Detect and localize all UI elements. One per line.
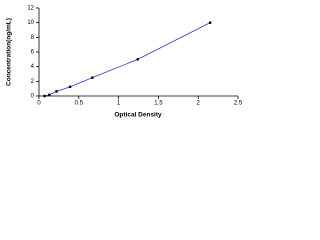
x-tick-label: 2.5 <box>234 101 243 107</box>
data-point <box>136 58 139 61</box>
chart: Optical Density Concentration(ng/mL) 0 2 4… <box>6 6 243 119</box>
x-tick-label: 0 <box>37 101 41 107</box>
data-point <box>55 90 58 93</box>
y-tick-label: 8 <box>31 35 35 41</box>
data-point <box>43 94 46 98</box>
x-axis-title: Optical Density <box>114 112 162 119</box>
data-point <box>48 93 51 97</box>
data-point <box>68 85 72 89</box>
page: {"chart_data": {"type": "line", "x_label… <box>0 0 258 123</box>
x-tick-label: 0.5 <box>75 101 84 107</box>
data-point <box>208 21 212 24</box>
y-tick-label: 4 <box>31 64 35 70</box>
y-tick-label: 0 <box>31 94 35 100</box>
y-axis-title: Concentration(ng/mL) <box>6 18 13 86</box>
y-tick-label: 6 <box>31 50 35 56</box>
x-tick-label: 1.5 <box>154 101 163 107</box>
data-point <box>91 76 94 79</box>
y-tick-label: 12 <box>27 6 34 12</box>
x-tick-label: 1 <box>117 101 121 107</box>
x-tick-label: 2 <box>197 101 201 107</box>
data-line <box>44 22 211 97</box>
y-tick-label: 10 <box>27 20 34 26</box>
y-tick-label: 2 <box>31 79 35 85</box>
